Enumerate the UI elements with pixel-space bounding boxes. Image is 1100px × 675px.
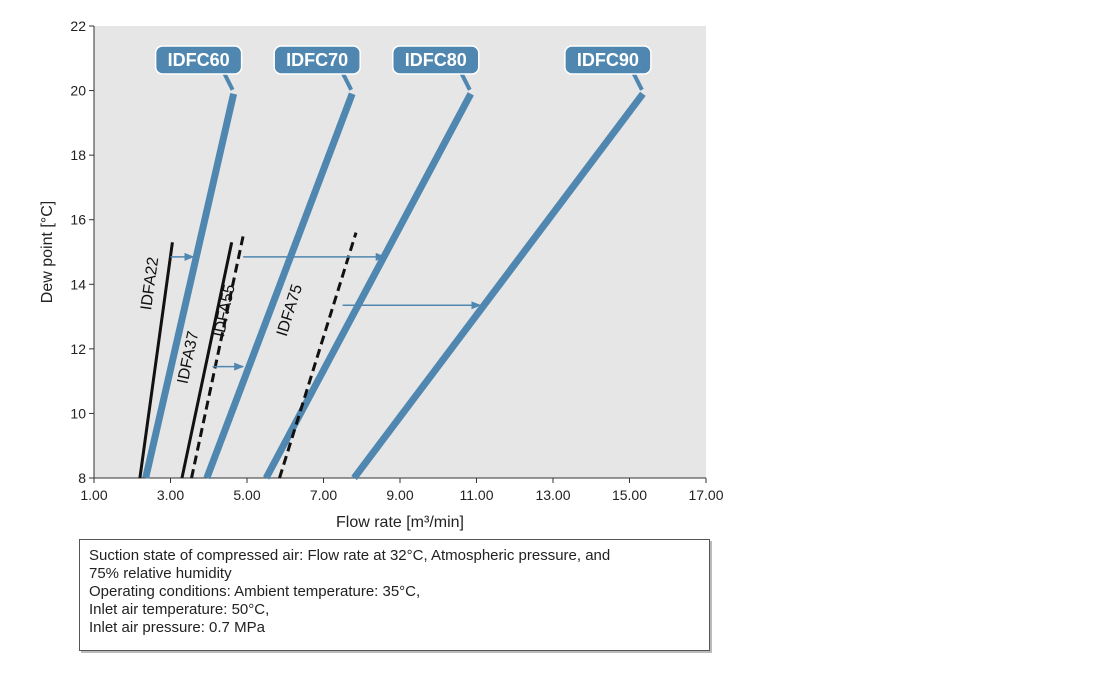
series-line-idfc80 bbox=[263, 92, 474, 480]
series-line-idfc90 bbox=[351, 91, 646, 481]
series-line-idfa22 bbox=[138, 242, 174, 479]
y-axis-title: Dew point [°C] bbox=[39, 201, 56, 303]
y-tick-label: 14 bbox=[70, 276, 86, 292]
note-line-2: 75% relative humidity bbox=[89, 565, 232, 582]
y-tick-label: 8 bbox=[78, 470, 86, 486]
x-tick-label: 17.00 bbox=[688, 487, 723, 503]
y-tick-label: 12 bbox=[70, 341, 86, 357]
x-tick-label: 11.00 bbox=[460, 487, 494, 503]
y-tick-label: 10 bbox=[70, 405, 86, 421]
note-line-4: Inlet air temperature: 50°C, bbox=[89, 601, 270, 618]
x-tick-label: 13.00 bbox=[535, 487, 570, 503]
y-tick-label: 18 bbox=[70, 147, 86, 163]
x-tick-label: 15.00 bbox=[612, 487, 647, 503]
plot-area bbox=[94, 26, 706, 478]
x-tick-label: 7.00 bbox=[310, 487, 337, 503]
x-tick-label: 1.00 bbox=[80, 487, 107, 503]
series-line-idfc60 bbox=[142, 93, 238, 479]
y-tick-label: 22 bbox=[70, 18, 86, 34]
badge-idfc60 bbox=[154, 45, 243, 75]
x-tick-label: 9.00 bbox=[386, 487, 413, 503]
dew-point-chart: 1.00 3.00 5.00 7.00 9.00 11.00 13.00 15.00 17.00… bbox=[39, 18, 724, 531]
arrow-layer bbox=[170, 252, 482, 371]
x-axis-title: Flow rate [m³/min] bbox=[336, 514, 464, 531]
x-tick-label: 5.00 bbox=[233, 487, 260, 503]
series-label-idfc60: IDFC60 bbox=[168, 50, 230, 70]
conditions-note: Suction state of compressed air: Flow ra… bbox=[79, 539, 710, 651]
y-tick-label: 16 bbox=[70, 212, 86, 228]
badge-idfc90 bbox=[564, 45, 652, 75]
series-line-idfa75 bbox=[278, 232, 358, 479]
series-line-idfc70 bbox=[203, 92, 356, 480]
series-layer bbox=[138, 91, 646, 481]
axes: 1.00 3.00 5.00 7.00 9.00 11.00 13.00 15.00 17.00… bbox=[70, 18, 723, 503]
note-line-3: Operating conditions: Ambient temperatur… bbox=[89, 583, 421, 600]
badge-leader-idfc90 bbox=[631, 71, 644, 91]
series-label-idfc70: IDFC70 bbox=[286, 50, 348, 70]
series-label-idfc90: IDFC90 bbox=[577, 50, 639, 70]
badge-leader-idfc60 bbox=[221, 71, 235, 91]
y-tick-label: 20 bbox=[70, 83, 86, 99]
x-tick-label: 3.00 bbox=[157, 487, 184, 503]
badge-idfc70 bbox=[273, 45, 361, 75]
badge-leader-idfc70 bbox=[340, 71, 353, 91]
note-line-1: Suction state of compressed air: Flow ra… bbox=[89, 547, 611, 564]
badge-leader-idfc80 bbox=[458, 71, 472, 91]
badge-idfc80 bbox=[392, 45, 480, 75]
series-line-idfa37 bbox=[180, 242, 234, 479]
label-layer: IDFC60 IDFC70 IDFC80 IDFC90IDFA22IDFA37IDFA… bbox=[138, 45, 652, 385]
note-line-5: Inlet air pressure: 0.7 MPa bbox=[89, 619, 265, 636]
series-label-idfc80: IDFC80 bbox=[405, 50, 467, 70]
